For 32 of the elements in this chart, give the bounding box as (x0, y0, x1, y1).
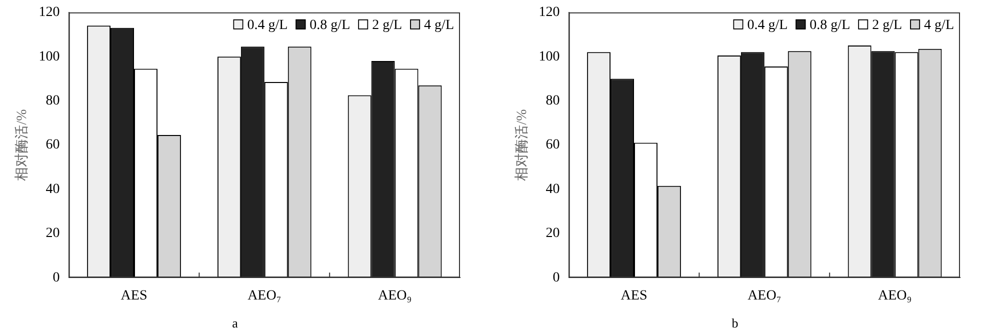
y-tick-label: 40 (46, 182, 60, 197)
y-tick-label: 100 (538, 49, 560, 64)
legend-label: 4 g/L (424, 18, 454, 34)
x-tick-label: AEO₇ (248, 288, 282, 304)
x-tick-label: AEO₉ (878, 288, 912, 304)
legend-label: 0.8 g/L (810, 18, 850, 34)
text: b (732, 316, 738, 331)
y-axis-title: 相对酶活/% (514, 108, 530, 181)
x-tick-label: AEO₉ (378, 288, 412, 304)
y-tick-label: 100 (38, 49, 60, 64)
legend-label: 0.4 g/L (247, 18, 288, 34)
legend-label: 0.4 g/L (747, 18, 788, 34)
y-tick-label: 120 (538, 5, 560, 20)
y-tick-label: 40 (546, 182, 560, 197)
y-tick-label: 80 (546, 93, 560, 108)
y-tick-label: 20 (46, 226, 60, 242)
legend-label: 4 g/L (924, 18, 954, 34)
y-tick-label: 60 (46, 138, 60, 153)
y-tick-label: 0 (552, 270, 560, 286)
x-tick-label: AES (620, 288, 648, 304)
legend-label: 0.8 g/L (310, 18, 350, 34)
x-tick-label: AEO₇ (748, 288, 782, 304)
y-tick-label: 0 (52, 270, 60, 286)
y-axis-title: 相对酶活/% (14, 108, 30, 181)
x-tick-label: AES (120, 288, 148, 304)
legend-label: 2 g/L (372, 18, 402, 34)
legend-label: 2 g/L (872, 18, 902, 34)
y-tick-label: 80 (46, 93, 60, 108)
y-tick-label: 20 (546, 226, 560, 242)
text: a (232, 316, 238, 331)
y-tick-label: 60 (546, 138, 560, 153)
y-tick-label: 120 (38, 5, 60, 20)
